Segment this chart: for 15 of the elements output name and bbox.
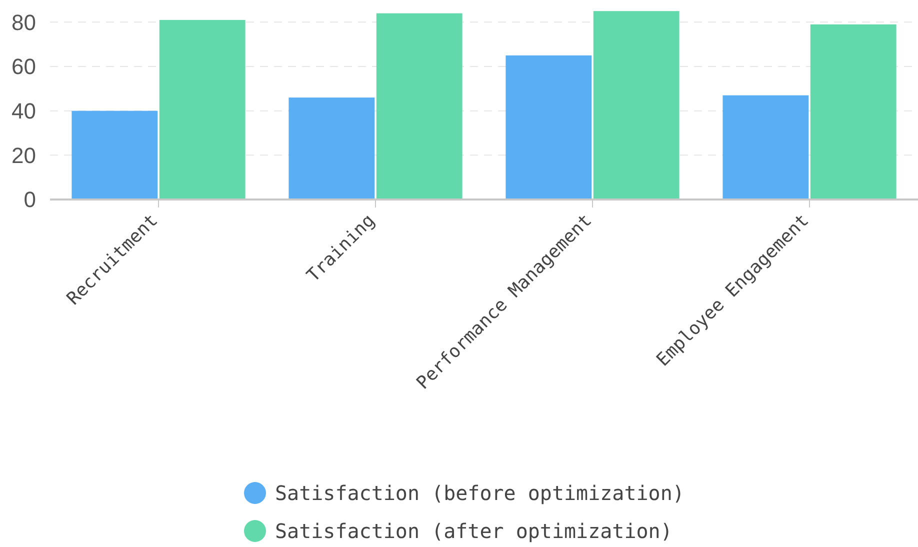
y-tick-label: 0	[24, 187, 36, 212]
bar	[288, 98, 375, 200]
bar	[72, 110, 158, 200]
bar	[722, 95, 809, 200]
legend-label: Satisfaction (before optimization)	[275, 481, 684, 505]
y-tick-label: 80	[12, 10, 36, 35]
bar	[810, 24, 896, 200]
bar	[506, 55, 592, 200]
bar	[593, 11, 680, 200]
y-tick-label: 40	[12, 98, 36, 124]
y-tick-label: 60	[12, 54, 36, 80]
bar	[376, 13, 462, 200]
y-tick-label: 20	[12, 142, 36, 168]
legend-label: Satisfaction (after optimization)	[275, 519, 672, 543]
bar	[159, 20, 246, 200]
